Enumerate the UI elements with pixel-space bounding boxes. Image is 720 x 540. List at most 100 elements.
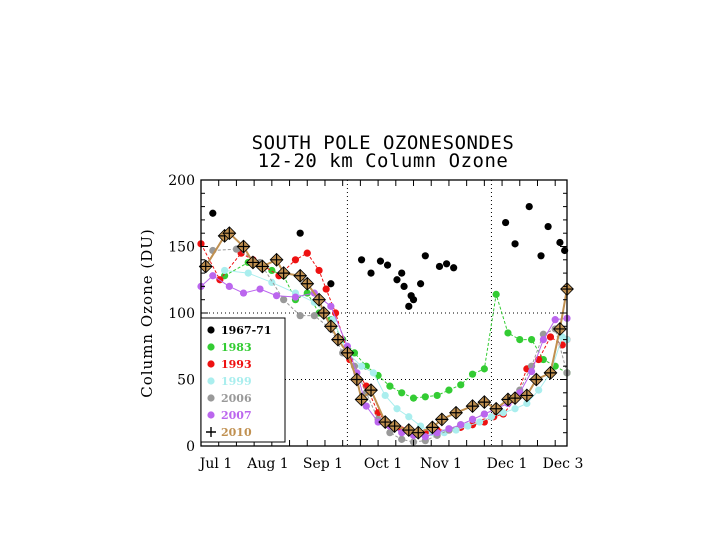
- data-point: [445, 386, 453, 394]
- data-point-cross: [341, 346, 354, 359]
- data-point: [303, 249, 311, 257]
- data-point-cross: [450, 406, 463, 419]
- series-2010: [198, 226, 574, 440]
- y-axis-label: Column Ozone (DU): [138, 228, 156, 398]
- x-tick-label: Dec 3: [543, 456, 584, 472]
- data-point: [369, 369, 377, 377]
- series-layer: [197, 203, 574, 446]
- data-point: [357, 362, 366, 370]
- data-point-cross: [317, 307, 330, 319]
- data-point-cross: [237, 240, 250, 253]
- data-point: [525, 203, 533, 211]
- data-point-cross: [223, 227, 236, 240]
- data-point: [374, 418, 382, 426]
- data-point: [327, 280, 335, 288]
- data-point: [310, 312, 318, 320]
- data-point: [499, 409, 507, 417]
- data-point: [398, 269, 406, 277]
- data-point: [457, 381, 465, 389]
- legend-label-1983: 1983: [221, 341, 252, 354]
- data-point: [331, 309, 340, 317]
- data-point: [393, 405, 401, 413]
- data-point: [421, 252, 429, 260]
- data-point-cross: [313, 293, 326, 306]
- data-point-cross: [256, 260, 269, 273]
- data-point-cross: [544, 366, 557, 379]
- data-point-cross: [324, 320, 337, 333]
- chart-title: SOUTH POLE OZONESONDES: [251, 132, 515, 154]
- data-point-cross: [277, 267, 290, 280]
- data-point: [511, 405, 519, 413]
- data-point-cross: [520, 389, 533, 402]
- data-point: [452, 426, 460, 434]
- legend-label-2007: 2007: [221, 409, 252, 422]
- y-tick-label: 200: [168, 173, 195, 189]
- data-point: [450, 264, 458, 272]
- legend-label-1993: 1993: [221, 358, 252, 371]
- data-point: [546, 333, 555, 341]
- legend-label-2006: 2006: [221, 392, 252, 405]
- data-point: [209, 209, 217, 217]
- data-point: [322, 285, 330, 293]
- data-point-cross: [435, 413, 448, 426]
- data-point: [367, 269, 375, 277]
- data-point: [480, 365, 488, 373]
- data-point-cross: [301, 277, 314, 290]
- data-point: [468, 415, 477, 423]
- data-point-cross: [466, 400, 479, 413]
- data-point: [398, 389, 406, 397]
- data-point-cross: [331, 333, 344, 346]
- legend-marker-1967-71: [207, 326, 215, 334]
- data-point: [421, 393, 429, 401]
- data-point: [476, 418, 484, 426]
- data-point: [442, 260, 451, 268]
- data-point: [445, 425, 453, 433]
- x-tick-label: Sep 1: [303, 456, 343, 472]
- data-point: [480, 410, 488, 418]
- data-point-cross: [350, 373, 363, 386]
- data-point: [516, 336, 524, 344]
- data-point: [464, 422, 472, 430]
- legend-marker-2006: [207, 394, 215, 402]
- legend: 1967-71 1983 1993 1999 2006 2007 2010: [200, 317, 286, 443]
- series-line-2006: [212, 248, 568, 443]
- chart-subtitle: 12-20 km Column Ozone: [257, 150, 509, 172]
- data-point: [398, 435, 406, 443]
- data-point: [296, 229, 304, 237]
- x-tick-label: Dec 1: [487, 456, 528, 472]
- data-point-cross: [509, 392, 522, 405]
- data-point: [400, 282, 408, 290]
- data-point-cross: [478, 396, 491, 409]
- data-point-cross: [553, 322, 566, 335]
- data-point: [527, 367, 536, 376]
- legend-marker-1993: [207, 360, 215, 368]
- data-point: [209, 272, 217, 280]
- data-point: [221, 272, 229, 280]
- data-point: [381, 391, 389, 400]
- legend-marker-1999: [207, 377, 215, 385]
- data-point: [350, 349, 359, 357]
- data-point: [556, 238, 564, 247]
- x-tick-label: Jul 1: [198, 456, 232, 472]
- data-point: [417, 280, 425, 288]
- y-tick-label: 50: [177, 373, 195, 389]
- data-point: [221, 266, 229, 275]
- data-point: [457, 421, 465, 429]
- legend-label-1999: 1999: [221, 375, 252, 388]
- data-point-cross: [388, 420, 401, 433]
- data-point: [256, 285, 264, 293]
- data-point: [537, 252, 545, 260]
- y-tick-label: 0: [186, 439, 195, 455]
- data-point: [511, 240, 519, 248]
- data-point: [492, 290, 500, 298]
- data-point: [376, 257, 385, 265]
- series-1967-71: [209, 203, 569, 310]
- data-point-cross: [412, 426, 425, 439]
- data-point: [393, 276, 401, 284]
- x-tick-label: Nov 1: [420, 456, 462, 472]
- data-point: [327, 302, 335, 310]
- data-point: [409, 394, 418, 402]
- legend-label-1967-71: 1967-71: [221, 324, 272, 337]
- data-point: [296, 312, 304, 320]
